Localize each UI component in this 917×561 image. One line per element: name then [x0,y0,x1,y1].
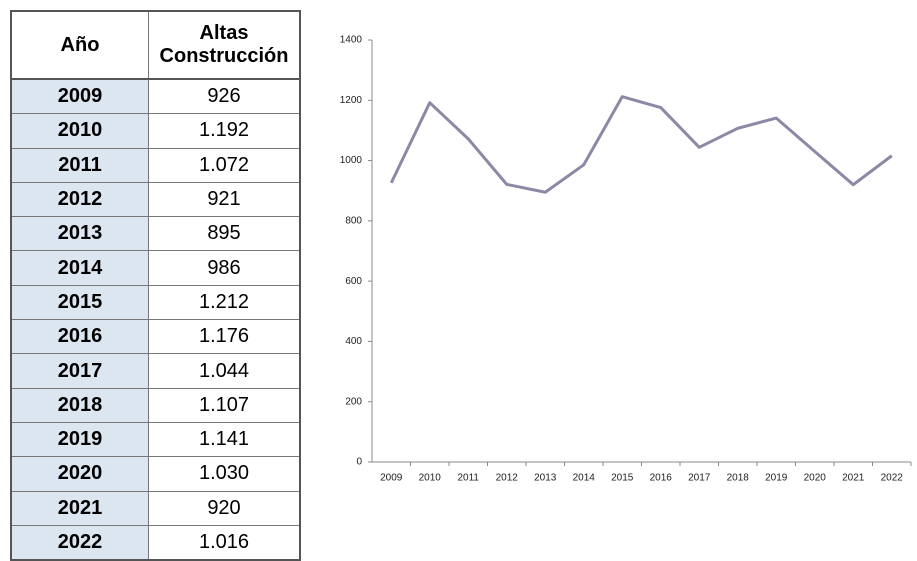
table-row: 2010 1.192 [10,113,301,149]
x-tick-label: 2022 [881,473,904,484]
year-cell: 2017 [10,353,149,389]
y-tick-label: 1200 [340,95,363,106]
y-tick-label: 200 [345,396,362,407]
x-tick-label: 2015 [611,473,634,484]
table-row: 2014 986 [10,250,301,286]
table-row: 2012 921 [10,181,301,218]
table-row: 2009 926 [10,78,301,115]
y-tick-label: 800 [345,215,362,226]
value-cell: 1.072 [148,147,301,183]
x-tick-label: 2009 [380,473,403,484]
x-tick-label: 2011 [457,473,479,484]
value-cell: 1.141 [148,421,301,458]
x-tick-label: 2013 [534,473,557,484]
value-cell: 926 [148,78,301,115]
x-tick-label: 2016 [650,473,673,484]
year-cell: 2013 [10,216,149,252]
y-tick-label: 600 [345,276,362,287]
table-row: 2018 1.107 [10,387,301,423]
year-cell: 2019 [10,421,149,458]
value-cell: 1.044 [148,353,301,389]
line-series [389,95,893,194]
table-row: 2021 920 [10,490,301,526]
data-table: Año Altas Construcción 2009 926 2010 1.192 2… [10,10,301,561]
table-row: 2011 1.072 [10,147,301,183]
year-cell: 2021 [10,490,149,526]
year-cell: 2012 [10,181,149,218]
x-tick-label: 2012 [496,473,519,484]
value-cell: 920 [148,490,301,526]
table-row: 2013 895 [10,216,301,252]
value-cell: 1.212 [148,284,301,321]
x-tick-label: 2020 [804,473,827,484]
table-row: 2016 1.176 [10,319,301,355]
y-tick-label: 1400 [340,35,363,46]
x-tick-label: 2021 [842,473,865,484]
value-cell: 1.107 [148,387,301,423]
table-row: 2015 1.212 [10,284,301,321]
year-cell: 2022 [10,524,149,561]
x-tick-label: 2010 [419,473,442,484]
year-cell: 2011 [10,147,149,183]
year-cell: 2009 [10,78,149,115]
value-cell: 986 [148,250,301,286]
year-cell: 2014 [10,250,149,286]
table-row: 2017 1.044 [10,353,301,389]
header-cell: Altas Construcción [148,10,301,80]
year-cell: 2016 [10,319,149,355]
header-row: Año Altas Construcción [10,10,301,80]
x-tick-label: 2019 [765,473,788,484]
year-cell: 2010 [10,113,149,149]
y-tick-label: 400 [345,336,362,347]
table-body: 2009 926 2010 1.192 2011 1.072 2012 921 2013 895 2… [10,78,301,561]
value-cell: 1.176 [148,319,301,355]
y-tick-label: 1000 [340,155,363,166]
x-tick-label: 2017 [688,473,711,484]
x-tick-label: 2014 [573,473,596,484]
x-tick-label: 2018 [727,473,750,484]
year-cell: 2018 [10,387,149,423]
table-row: 2019 1.141 [10,421,301,458]
value-cell: 895 [148,216,301,252]
value-cell: 921 [148,181,301,218]
header-cell: Año [10,10,149,80]
y-tick-label: 0 [356,457,362,468]
year-cell: 2015 [10,284,149,321]
